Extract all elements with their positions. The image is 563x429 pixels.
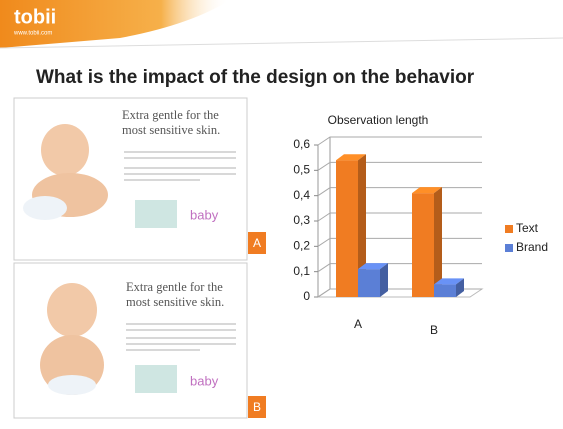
- brand-logo: baby: [190, 207, 219, 222]
- header-band: [0, 0, 230, 48]
- header-rule: [0, 37, 563, 49]
- bar-front: [434, 284, 456, 297]
- diaper-stack: [135, 200, 177, 228]
- grid-line: [317, 136, 482, 146]
- y-tick-label: 0,4: [293, 188, 310, 202]
- legend-swatch: [505, 225, 513, 233]
- bar: [336, 154, 366, 297]
- y-tick-label: 0,1: [293, 264, 310, 278]
- bar-top: [434, 278, 464, 285]
- ad-a: Extra gentle for the most sensitive skin…: [13, 97, 266, 261]
- bar-top: [336, 154, 366, 161]
- ad-headline: Extra gentle for the most sensitive skin…: [122, 108, 221, 137]
- y-tick-label: 0: [303, 289, 310, 303]
- brand-logo: baby: [190, 373, 219, 388]
- diaper-stack: [135, 365, 177, 393]
- chart-title: Observation length: [328, 113, 429, 127]
- bar-top: [412, 187, 442, 194]
- bar: [358, 263, 388, 297]
- x-tick-label: A: [354, 317, 362, 331]
- slide-title: What is the impact of the design on the …: [36, 67, 475, 88]
- baby-head: [47, 283, 97, 337]
- ad-label-box: [248, 232, 266, 254]
- ad-headline: Extra gentle for the most sensitive skin…: [126, 280, 225, 309]
- ad-frame: [13, 262, 248, 419]
- ad-label-box: [248, 396, 266, 418]
- bar-side: [456, 278, 464, 297]
- ad-label: B: [253, 400, 261, 414]
- ad-label: A: [253, 236, 261, 250]
- body-copy: [126, 323, 236, 351]
- logo: tobii: [14, 6, 56, 28]
- legend-swatch: [505, 244, 513, 252]
- legend-label: Brand: [516, 240, 548, 254]
- ad-headline-box: Extra gentle for the most sensitive skin…: [122, 108, 221, 137]
- bar-front: [336, 160, 358, 297]
- bar-top: [358, 263, 388, 270]
- bar-side: [434, 187, 442, 297]
- bar-side: [380, 263, 388, 297]
- legend-label: Text: [516, 221, 539, 235]
- y-tick-label: 0,2: [293, 239, 310, 253]
- y-tick-label: 0,5: [293, 163, 310, 177]
- logo-url: www.tobii.com: [13, 31, 52, 37]
- diaper: [48, 375, 96, 395]
- grid-line: [317, 161, 482, 171]
- bar: [412, 187, 442, 297]
- chart: 0 0,1 0,2 0,3 0,4 0,5 0,6 A B Text Brand: [293, 136, 548, 337]
- bar: [434, 278, 464, 297]
- bar-front: [412, 193, 434, 297]
- body-copy: [124, 151, 236, 181]
- bar-side: [358, 154, 366, 297]
- y-tick-label: 0,3: [293, 213, 310, 227]
- ad-headline-box: Extra gentle for the most sensitive skin…: [126, 280, 225, 309]
- ad-b: Extra gentle for the most sensitive skin…: [13, 262, 266, 419]
- y-tick-label: 0,6: [293, 137, 310, 151]
- baby-head: [41, 124, 89, 176]
- diaper: [23, 196, 67, 220]
- x-tick-label: B: [430, 323, 438, 337]
- bar-front: [358, 269, 380, 297]
